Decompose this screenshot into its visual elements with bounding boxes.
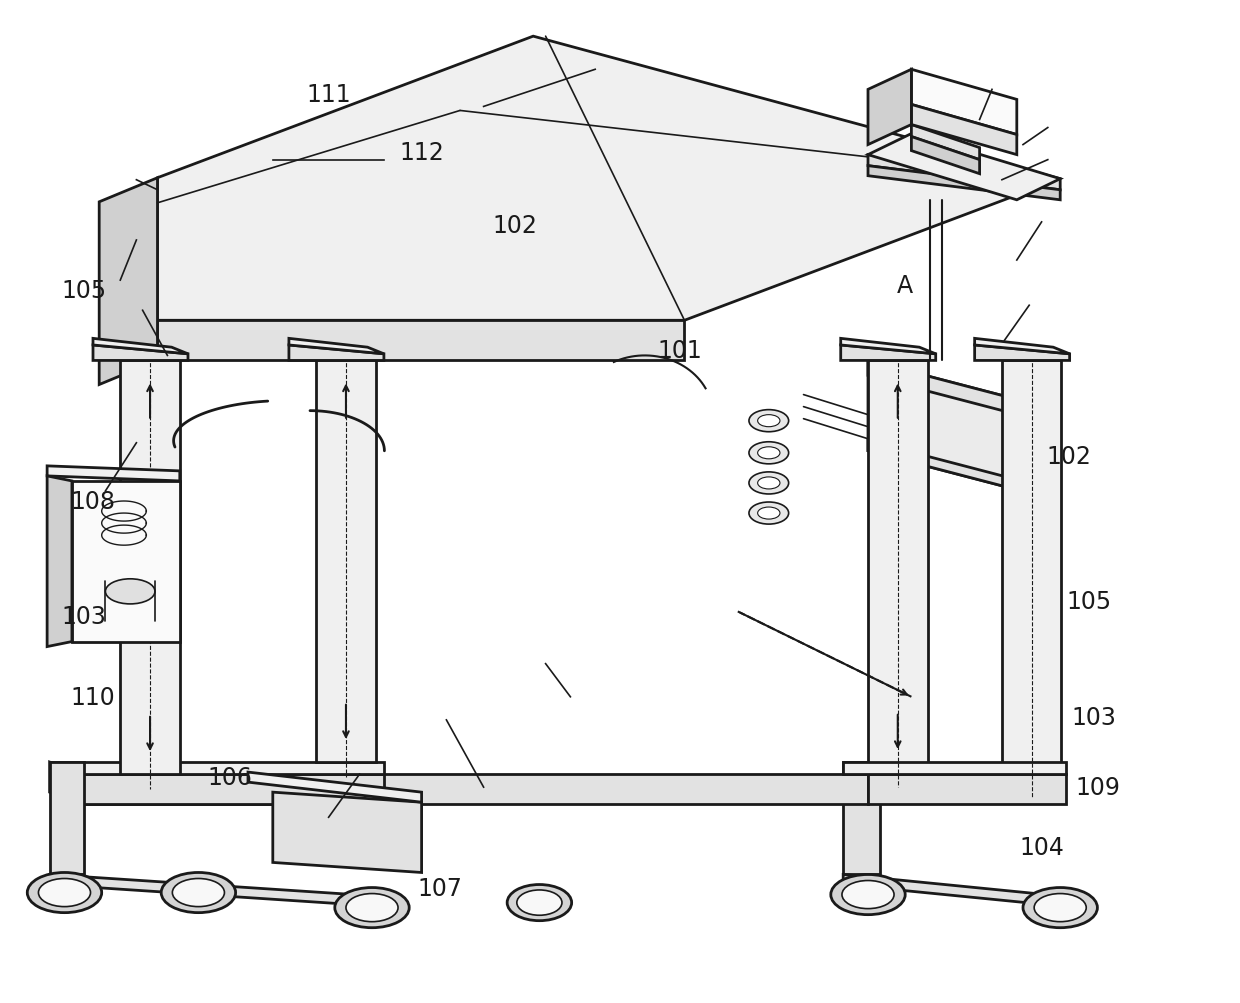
Polygon shape (1002, 361, 1061, 782)
Ellipse shape (346, 894, 398, 922)
Text: 105: 105 (62, 279, 107, 303)
Polygon shape (316, 361, 376, 762)
Polygon shape (248, 772, 422, 802)
Text: A: A (897, 274, 914, 298)
Polygon shape (72, 481, 180, 642)
Ellipse shape (172, 879, 224, 907)
Text: 110: 110 (71, 685, 115, 709)
Text: 102: 102 (492, 214, 537, 238)
Ellipse shape (758, 508, 780, 520)
Text: 107: 107 (418, 876, 463, 900)
Ellipse shape (105, 579, 155, 604)
Polygon shape (911, 137, 980, 175)
Polygon shape (47, 476, 72, 647)
Polygon shape (841, 346, 936, 361)
Ellipse shape (1023, 888, 1097, 928)
Polygon shape (911, 105, 1017, 155)
Text: 105: 105 (1066, 590, 1111, 614)
Polygon shape (273, 792, 422, 873)
Text: 109: 109 (1075, 775, 1120, 799)
Ellipse shape (758, 447, 780, 459)
Ellipse shape (749, 410, 789, 432)
Polygon shape (843, 762, 1066, 774)
Polygon shape (868, 134, 1060, 201)
Polygon shape (868, 166, 1060, 201)
Ellipse shape (161, 873, 236, 913)
Text: 112: 112 (399, 140, 444, 164)
Ellipse shape (758, 415, 780, 427)
Polygon shape (289, 339, 384, 354)
Text: 102: 102 (1047, 444, 1091, 468)
Ellipse shape (38, 879, 91, 907)
Ellipse shape (507, 885, 572, 921)
Polygon shape (868, 361, 928, 772)
Polygon shape (868, 70, 911, 145)
Polygon shape (843, 762, 880, 875)
Ellipse shape (842, 881, 894, 909)
Ellipse shape (758, 477, 780, 489)
Polygon shape (93, 339, 188, 354)
Text: 108: 108 (71, 489, 115, 514)
Polygon shape (868, 441, 1060, 502)
Polygon shape (157, 321, 684, 361)
Ellipse shape (517, 890, 562, 916)
Polygon shape (911, 70, 1017, 135)
Text: 103: 103 (1071, 705, 1116, 729)
Polygon shape (975, 339, 1070, 354)
Ellipse shape (831, 875, 905, 915)
Polygon shape (157, 37, 1060, 321)
Polygon shape (289, 346, 384, 361)
Polygon shape (50, 875, 384, 907)
Text: 106: 106 (207, 765, 252, 789)
Polygon shape (99, 179, 157, 385)
Ellipse shape (27, 873, 102, 913)
Ellipse shape (749, 442, 789, 464)
Polygon shape (841, 339, 936, 354)
Ellipse shape (749, 503, 789, 525)
Polygon shape (50, 762, 84, 875)
Polygon shape (868, 361, 1060, 502)
Polygon shape (911, 125, 980, 160)
Text: 111: 111 (306, 83, 351, 107)
Text: 101: 101 (657, 339, 702, 363)
Polygon shape (50, 762, 81, 804)
Ellipse shape (1034, 894, 1086, 922)
Polygon shape (868, 361, 1060, 426)
Polygon shape (868, 774, 1066, 804)
Polygon shape (47, 466, 180, 481)
Polygon shape (81, 774, 868, 804)
Polygon shape (868, 155, 1060, 191)
Text: 104: 104 (1019, 835, 1064, 860)
Ellipse shape (749, 472, 789, 494)
Polygon shape (81, 774, 384, 804)
Ellipse shape (335, 888, 409, 928)
Polygon shape (93, 346, 188, 361)
Text: 103: 103 (62, 605, 107, 629)
Polygon shape (50, 762, 384, 774)
Polygon shape (843, 875, 1066, 907)
Polygon shape (975, 346, 1070, 361)
Polygon shape (120, 361, 180, 774)
